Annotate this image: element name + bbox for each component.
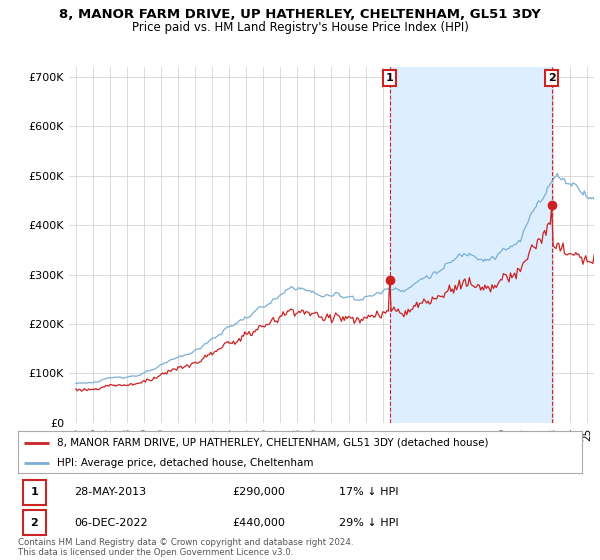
- Text: HPI: Average price, detached house, Cheltenham: HPI: Average price, detached house, Chel…: [58, 458, 314, 468]
- Text: 17% ↓ HPI: 17% ↓ HPI: [340, 487, 399, 497]
- Text: 28-MAY-2013: 28-MAY-2013: [74, 487, 146, 497]
- Text: 1: 1: [386, 73, 394, 83]
- Text: £440,000: £440,000: [232, 517, 285, 528]
- Text: 1: 1: [31, 487, 38, 497]
- Text: Contains HM Land Registry data © Crown copyright and database right 2024.
This d: Contains HM Land Registry data © Crown c…: [18, 538, 353, 557]
- Text: 2: 2: [31, 517, 38, 528]
- Text: 8, MANOR FARM DRIVE, UP HATHERLEY, CHELTENHAM, GL51 3DY: 8, MANOR FARM DRIVE, UP HATHERLEY, CHELT…: [59, 8, 541, 21]
- Bar: [389, 67, 552, 423]
- FancyBboxPatch shape: [23, 480, 46, 505]
- Text: 06-DEC-2022: 06-DEC-2022: [74, 517, 148, 528]
- Text: Price paid vs. HM Land Registry's House Price Index (HPI): Price paid vs. HM Land Registry's House …: [131, 21, 469, 34]
- Text: £290,000: £290,000: [232, 487, 285, 497]
- Text: 2: 2: [548, 73, 556, 83]
- Text: 29% ↓ HPI: 29% ↓ HPI: [340, 517, 399, 528]
- Text: 8, MANOR FARM DRIVE, UP HATHERLEY, CHELTENHAM, GL51 3DY (detached house): 8, MANOR FARM DRIVE, UP HATHERLEY, CHELT…: [58, 437, 489, 447]
- FancyBboxPatch shape: [23, 510, 46, 535]
